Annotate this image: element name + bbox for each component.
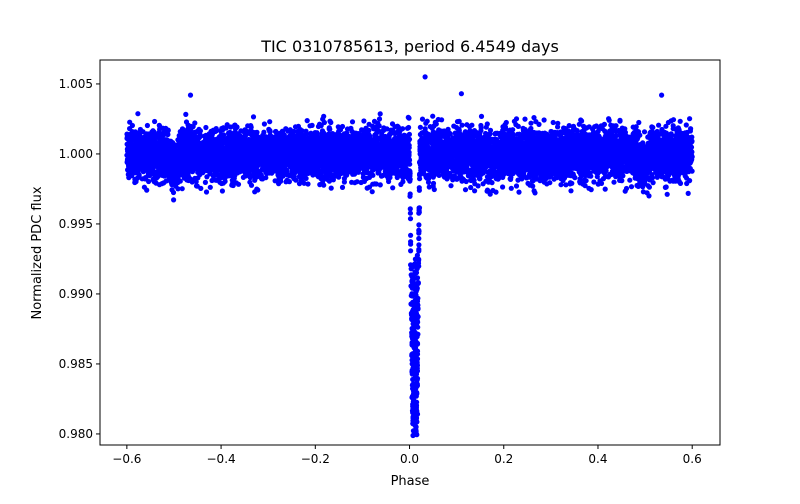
data-point [408,248,414,254]
data-point [416,205,422,211]
data-point [416,222,422,228]
data-point [354,179,360,185]
data-point [456,118,462,124]
data-point [195,175,201,181]
data-point [361,118,367,124]
data-point [192,120,198,126]
data-point [328,185,334,191]
data-point [558,182,564,188]
data-point [477,175,483,181]
data-point [468,184,474,191]
data-point [472,188,478,194]
data-point [516,189,522,195]
data-point [487,131,493,137]
data-point [636,119,642,126]
data-point [183,111,189,117]
data-point [640,189,647,195]
data-point [389,121,396,127]
data-point [483,130,489,137]
data-point [664,191,670,197]
data-point [317,182,323,188]
chart-title: TIC 0310785613, period 6.4549 days [260,37,559,56]
data-point [327,118,333,124]
data-point [272,178,278,184]
data-point [459,122,465,128]
data-point [646,193,652,199]
data-point [240,174,246,180]
data-point [377,182,383,188]
data-point [635,183,641,189]
data-point [405,114,411,120]
data-point [202,179,208,185]
data-point [407,210,413,216]
data-point [400,126,406,132]
data-point [480,181,486,187]
data-point [175,186,181,192]
data-point [650,180,656,186]
data-point [684,180,690,187]
data-point [391,130,397,136]
data-point [641,129,648,135]
data-point [500,184,506,190]
data-point [417,124,423,130]
data-point [597,178,603,184]
data-point [598,123,604,129]
data-point [219,188,225,194]
data-point [416,228,422,234]
data-point [515,177,521,183]
data-point [204,174,210,180]
data-point [513,183,520,189]
data-point [267,119,273,125]
data-point [468,177,474,184]
data-point [462,187,469,193]
data-points [124,74,695,439]
data-point [276,181,282,187]
data-point [250,114,257,120]
data-point [574,128,580,134]
data-point [555,124,561,130]
data-point [430,113,436,119]
data-point [377,111,383,117]
data-point [550,119,556,126]
data-point [408,232,414,238]
data-point [144,122,150,129]
data-point [203,124,209,131]
data-point [628,184,635,190]
data-point [424,118,430,124]
data-point [602,186,608,192]
data-point [427,124,433,130]
data-point [359,127,365,133]
data-point [292,124,299,130]
data-point [203,189,210,195]
data-point [591,179,597,185]
data-point [407,206,413,212]
data-point [623,185,630,192]
data-point [339,184,346,190]
data-point [349,179,355,185]
